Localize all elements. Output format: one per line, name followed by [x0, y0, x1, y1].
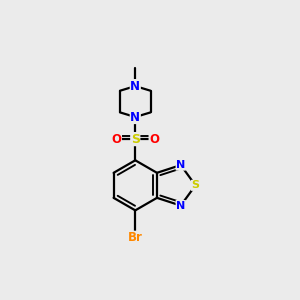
Text: N: N — [176, 201, 185, 211]
Text: N: N — [176, 160, 185, 170]
Text: O: O — [111, 133, 122, 146]
Text: N: N — [130, 80, 140, 93]
Text: O: O — [149, 133, 159, 146]
Text: N: N — [130, 110, 140, 124]
Text: S: S — [131, 133, 140, 146]
Text: S: S — [191, 180, 200, 190]
Text: Br: Br — [128, 231, 143, 244]
